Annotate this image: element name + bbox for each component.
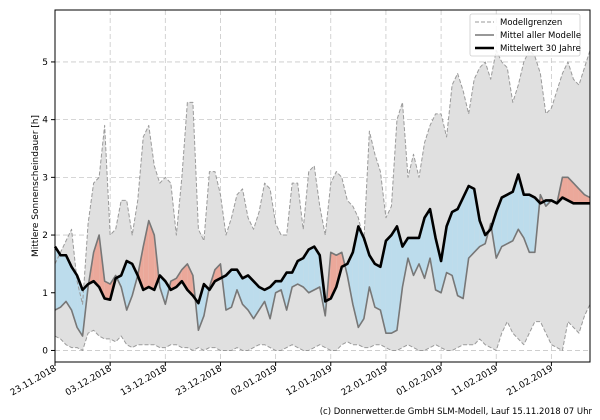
above-normal-fill — [562, 177, 568, 201]
below-normal-fill — [363, 237, 370, 319]
below-normal-fill — [60, 255, 67, 308]
above-normal-fill — [567, 177, 574, 204]
below-normal-fill — [468, 186, 475, 259]
below-normal-fill — [242, 275, 249, 311]
below-normal-fill — [369, 255, 375, 308]
below-normal-fill — [385, 235, 392, 334]
below-normal-fill — [435, 237, 442, 293]
plot-area — [53, 9, 591, 363]
y-tick-label: 5 — [42, 58, 48, 68]
below-normal-fill — [314, 246, 320, 290]
below-normal-fill — [77, 275, 83, 337]
legend-box — [469, 13, 581, 57]
below-normal-fill — [507, 191, 513, 244]
below-normal-fill — [396, 226, 403, 331]
above-normal-fill — [143, 220, 149, 290]
above-normal-fill — [214, 263, 221, 282]
above-normal-fill — [181, 263, 188, 290]
below-normal-fill — [374, 263, 381, 311]
credit-text: (c) Donnerwetter.de GmbH SLM-Modell, Lau… — [320, 407, 593, 417]
below-normal-fill — [225, 269, 232, 311]
y-tick-label: 1 — [42, 289, 48, 299]
below-normal-fill — [303, 249, 309, 293]
below-normal-fill — [419, 217, 425, 279]
below-normal-fill — [391, 226, 397, 334]
below-normal-fill — [523, 194, 530, 253]
below-normal-fill — [297, 258, 304, 287]
y-axis: 0 1 2 3 4 5 — [42, 58, 55, 356]
legend-label-model-limits: Modellgrenzen — [500, 18, 562, 28]
below-normal-fill — [231, 269, 238, 308]
below-normal-fill — [347, 252, 353, 305]
y-tick-label: 2 — [42, 231, 48, 241]
below-normal-fill — [66, 255, 72, 311]
legend: Modellgrenzen Mittel aller Modelle Mitte… — [469, 13, 581, 57]
model-mean-line — [54, 176, 591, 337]
below-normal-fill — [446, 211, 453, 276]
model-lower-limit-line — [54, 304, 591, 351]
below-normal-fill — [430, 209, 436, 290]
below-normal-fill — [292, 261, 298, 287]
below-normal-fill — [407, 237, 414, 276]
y-tick-label: 4 — [42, 116, 48, 126]
below-normal-fill — [402, 237, 408, 287]
below-normal-fill — [259, 286, 265, 311]
below-normal-fill — [281, 272, 287, 311]
y-tick-label: 0 — [42, 346, 48, 356]
below-normal-fill — [159, 275, 166, 305]
series-line-layer — [53, 49, 591, 351]
below-normal-fill — [358, 226, 364, 328]
below-normal-fill — [501, 194, 508, 247]
above-normal-fill — [578, 188, 585, 204]
plot-frame — [54, 9, 591, 363]
above-normal-fill — [148, 220, 155, 290]
below-normal-fill — [55, 246, 61, 311]
above-normal-fill — [584, 194, 590, 204]
legend-label-model-mean: Mittel aller Modelle — [500, 31, 581, 41]
below-normal-fill — [308, 246, 315, 293]
below-normal-fill — [452, 209, 458, 296]
y-axis-label: Mittlere Sonnenscheindauer [h] — [31, 115, 41, 257]
below-normal-fill — [496, 197, 502, 259]
model-upper-limit-line — [54, 49, 591, 305]
below-normal-fill — [248, 275, 254, 319]
below-normal-fill — [463, 186, 469, 299]
below-normal-fill — [264, 286, 271, 319]
below-normal-fill — [529, 194, 535, 253]
above-normal-fill — [104, 281, 111, 300]
below-normal-fill — [457, 197, 464, 299]
y-tick-label: 3 — [42, 173, 48, 183]
below-normal-fill — [474, 188, 480, 253]
legend-label-30yr-mean: Mittelwert 30 Jahre — [500, 44, 581, 54]
above-normal-fill — [176, 269, 182, 287]
above-normal-fill — [187, 263, 193, 296]
below-normal-fill — [253, 281, 260, 319]
climate-30yr-mean-line — [53, 173, 590, 305]
below-normal-fill — [286, 272, 293, 311]
